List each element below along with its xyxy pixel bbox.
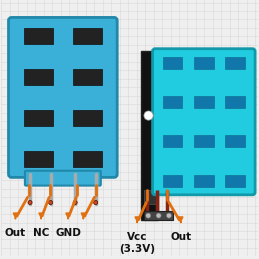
Bar bbox=[163, 135, 182, 147]
Bar bbox=[163, 57, 182, 69]
Text: Out: Out bbox=[170, 232, 191, 242]
Bar bbox=[194, 175, 214, 187]
Text: NC: NC bbox=[33, 228, 49, 238]
Bar bbox=[225, 57, 245, 69]
Bar bbox=[141, 51, 158, 220]
Bar bbox=[73, 69, 102, 85]
Bar bbox=[144, 211, 173, 220]
Circle shape bbox=[166, 213, 171, 218]
Bar bbox=[194, 135, 214, 147]
Bar bbox=[163, 175, 182, 187]
Bar bbox=[194, 57, 214, 69]
Bar bbox=[24, 28, 53, 44]
Circle shape bbox=[73, 200, 77, 205]
FancyBboxPatch shape bbox=[153, 49, 255, 195]
Bar bbox=[73, 110, 102, 126]
Circle shape bbox=[146, 213, 151, 218]
FancyBboxPatch shape bbox=[25, 171, 101, 186]
Bar bbox=[225, 175, 245, 187]
Bar bbox=[144, 190, 157, 204]
Circle shape bbox=[93, 200, 98, 205]
Bar bbox=[24, 69, 53, 85]
Circle shape bbox=[156, 213, 161, 218]
Circle shape bbox=[144, 111, 153, 120]
Circle shape bbox=[28, 200, 32, 205]
Bar bbox=[73, 28, 102, 44]
Bar bbox=[163, 96, 182, 108]
Text: GND: GND bbox=[55, 228, 81, 238]
Bar bbox=[24, 110, 53, 126]
Text: Out: Out bbox=[5, 228, 26, 238]
FancyBboxPatch shape bbox=[9, 17, 117, 177]
Bar bbox=[225, 135, 245, 147]
Bar bbox=[194, 96, 214, 108]
Bar bbox=[225, 96, 245, 108]
Text: Vcc
(3.3V): Vcc (3.3V) bbox=[119, 232, 155, 254]
Circle shape bbox=[48, 200, 53, 205]
Bar bbox=[24, 151, 53, 167]
Text: S: S bbox=[146, 214, 150, 219]
Bar bbox=[73, 151, 102, 167]
